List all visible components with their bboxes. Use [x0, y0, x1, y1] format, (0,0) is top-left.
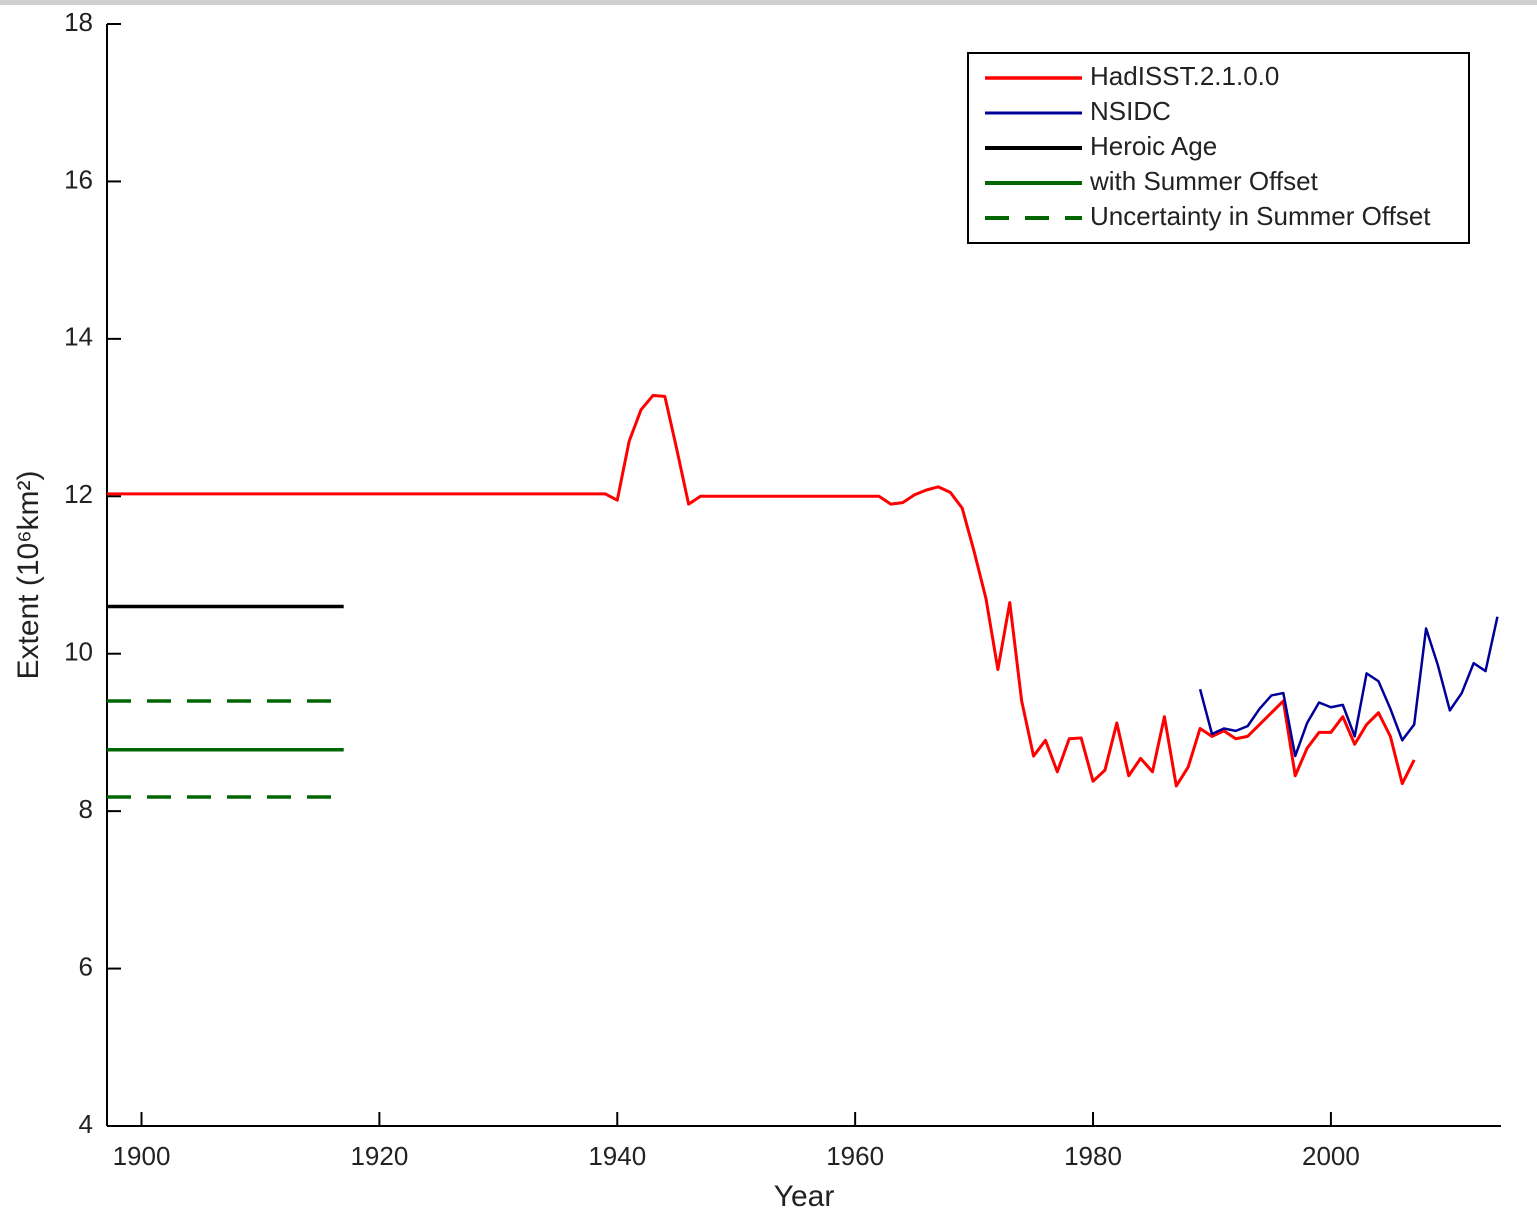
x-tick-label: 1980: [1064, 1141, 1122, 1171]
series-line: [1198, 616, 1499, 758]
legend-label: NSIDC: [1090, 96, 1171, 126]
y-axis-label: Extent (10⁶km²): [12, 470, 45, 679]
legend-label: Heroic Age: [1090, 131, 1217, 161]
x-tick-label: 2000: [1302, 1141, 1360, 1171]
legend-label: HadISST.2.1.0.0: [1090, 61, 1279, 91]
y-tick-label: 12: [64, 479, 93, 509]
x-tick-label: 1920: [350, 1141, 408, 1171]
x-tick-label: 1960: [826, 1141, 884, 1171]
legend-box: [967, 52, 1470, 244]
y-tick-label: 16: [64, 164, 93, 194]
x-tick-label: 1900: [113, 1141, 171, 1171]
y-tick-label: 18: [64, 7, 93, 37]
y-tick-label: 6: [79, 951, 93, 981]
top-strip: [0, 0, 1537, 5]
x-tick-label: 1940: [588, 1141, 646, 1171]
y-tick-label: 4: [79, 1109, 93, 1139]
legend-label: with Summer Offset: [1089, 166, 1319, 196]
y-tick-label: 10: [64, 637, 93, 667]
legend-label: Uncertainty in Summer Offset: [1090, 201, 1431, 231]
y-tick-label: 14: [64, 322, 93, 352]
x-axis-label: Year: [774, 1180, 835, 1213]
series-line: [107, 394, 1416, 788]
y-tick-label: 8: [79, 794, 93, 824]
